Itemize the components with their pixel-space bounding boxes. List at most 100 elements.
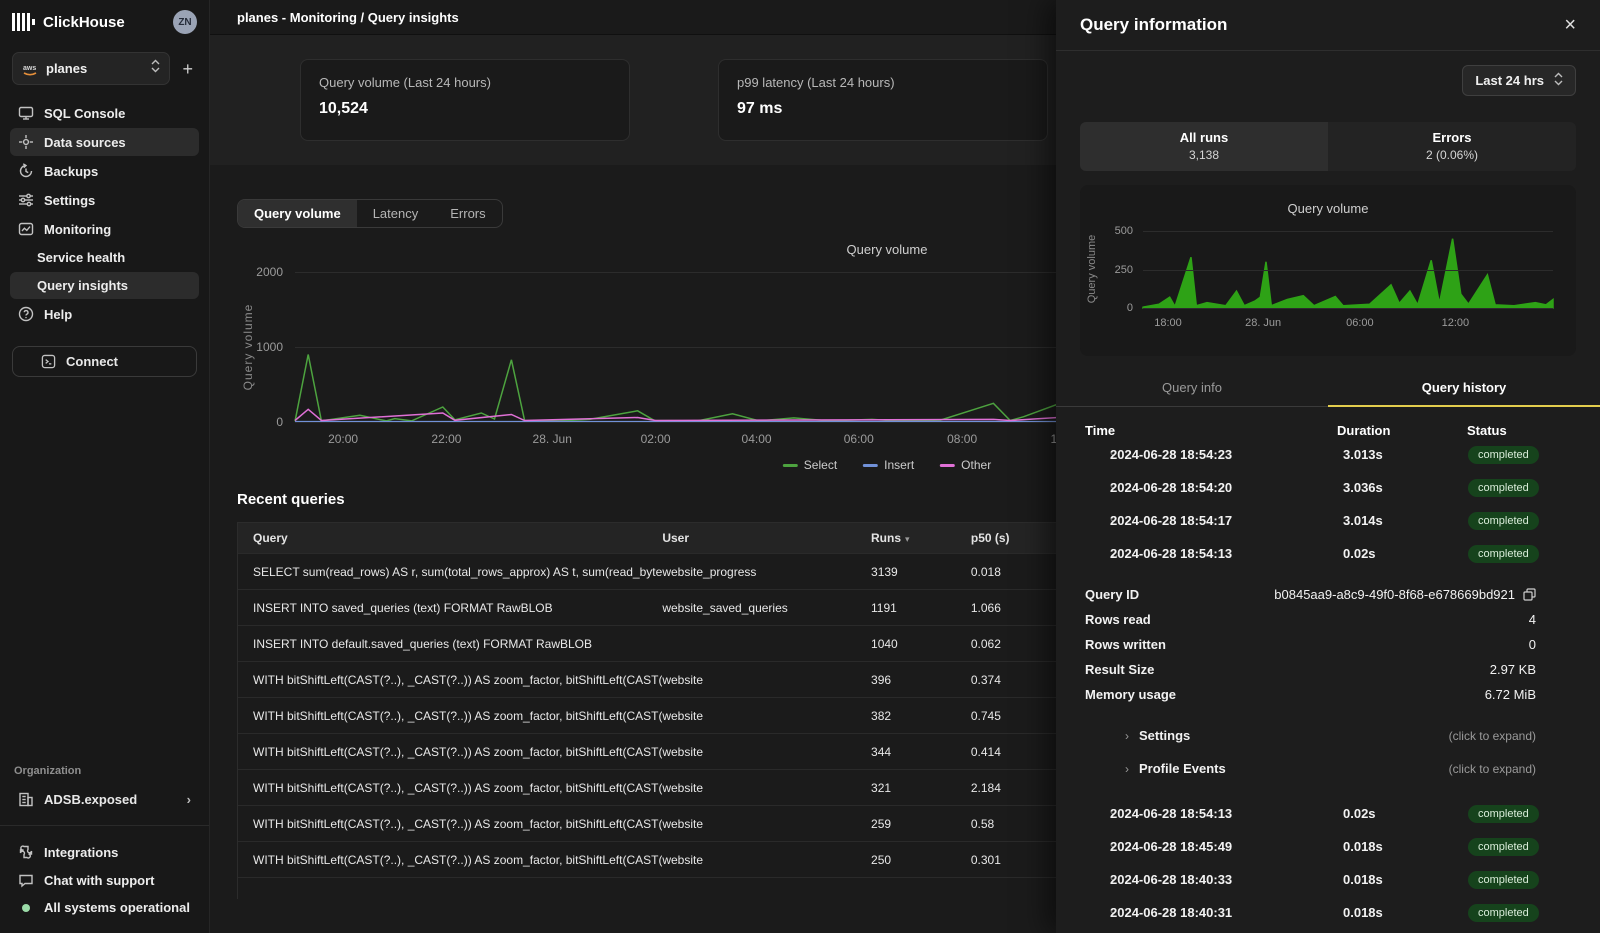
tab-query-volume[interactable]: Query volume	[238, 200, 357, 227]
system-status-link[interactable]: All systems operational	[10, 894, 199, 921]
sidebar-item-service-health[interactable]: Service health	[10, 244, 199, 271]
chat-icon	[18, 872, 34, 888]
history-row[interactable]: › 2024-06-28 18:54:13 0.02s completed	[1080, 797, 1576, 830]
tab-errors[interactable]: Errors 2 (0.06%)	[1328, 122, 1576, 171]
query-volume-chart: Query volume Query volume 01000200020:00…	[237, 236, 1056, 461]
chart-y-axis-label: Query volume	[241, 304, 255, 391]
divider	[0, 825, 209, 826]
chart-plot-area[interactable]: 025050018:0028. Jun06:0012:00	[1143, 231, 1553, 308]
sidebar-item-integrations[interactable]: Integrations	[10, 838, 199, 866]
history-row[interactable]: › 2024-06-28 18:54:23 3.013s completed	[1080, 438, 1576, 471]
close-icon[interactable]: ×	[1564, 15, 1576, 35]
history-row[interactable]: › 2024-06-28 18:54:20 3.036s completed	[1080, 471, 1576, 504]
sidebar-item-help[interactable]: Help	[10, 300, 199, 328]
sidebar-item-backups[interactable]: Backups	[10, 157, 199, 185]
history-row[interactable]: › 2024-06-28 18:40:33 0.018s completed	[1080, 863, 1576, 896]
profile-events-expander[interactable]: › Profile Events (click to expand)	[1080, 752, 1576, 785]
footer-item-label: Chat with support	[44, 873, 155, 888]
organization-name: ADSB.exposed	[44, 792, 137, 807]
status-badge: completed	[1468, 904, 1539, 922]
table-row[interactable]: WITH bitShiftLeft(CAST(?..), _CAST(?..))…	[238, 661, 1056, 697]
table-row[interactable]: WITH bitShiftLeft(CAST(?..), _CAST(?..))…	[238, 769, 1056, 805]
svg-text:aws: aws	[23, 65, 36, 72]
sidebar-item-label: Data sources	[44, 135, 126, 150]
sidebar-item-sql-console[interactable]: SQL Console	[10, 99, 199, 127]
table-row[interactable]: SELECT sum(read_rows) AS r, sum(total_ro…	[238, 553, 1056, 589]
sidebar-item-label: Monitoring	[44, 222, 111, 237]
backups-icon	[18, 163, 34, 179]
recent-queries-table: Query User Runs▾ p50 (s) SELECT sum(read…	[237, 522, 1056, 899]
monitoring-icon	[18, 221, 34, 237]
workspace-selector[interactable]: aws planes	[12, 52, 170, 85]
table-row[interactable]: WITH bitShiftLeft(CAST(?..), _CAST(?..))…	[238, 733, 1056, 769]
history-row[interactable]: › 2024-06-28 18:54:17 3.014s completed	[1080, 504, 1576, 537]
sidebar-item-label: Settings	[44, 193, 95, 208]
legend-item-select[interactable]: Select	[783, 458, 837, 472]
chevron-right-icon: ›	[1080, 873, 1110, 887]
tab-query-info[interactable]: Query info	[1056, 372, 1328, 407]
table-row[interactable]: INSERT INTO default.saved_queries (text)…	[238, 625, 1056, 661]
stats-strip: Query volume (Last 24 hours) 10,524 p99 …	[210, 35, 1056, 165]
table-row[interactable]: WITH bitShiftLeft(CAST(?..), _CAST(?..))…	[238, 841, 1056, 877]
tab-query-history[interactable]: Query history	[1328, 372, 1600, 407]
copy-icon[interactable]	[1523, 588, 1536, 601]
avatar[interactable]: ZN	[173, 10, 197, 34]
time-range-select[interactable]: Last 24 hrs	[1462, 65, 1576, 96]
stat-label: p99 latency (Last 24 hours)	[737, 75, 1029, 90]
history-row[interactable]: › 2024-06-28 18:40:31 0.018s completed	[1080, 896, 1576, 929]
organization-switcher[interactable]: ADSB.exposed ›	[10, 785, 199, 813]
sidebar-nav: SQL Console Data sources Backups Setting…	[10, 99, 199, 328]
sidebar-item-settings[interactable]: Settings	[10, 186, 199, 214]
help-icon	[18, 306, 34, 322]
legend-swatch	[940, 464, 955, 467]
history-row[interactable]: › 2024-06-28 18:45:49 0.018s completed	[1080, 830, 1576, 863]
legend-item-other[interactable]: Other	[940, 458, 991, 472]
legend-item-insert[interactable]: Insert	[863, 458, 914, 472]
footer-item-label: Integrations	[44, 845, 118, 860]
status-badge: completed	[1468, 512, 1539, 530]
status-badge: completed	[1468, 838, 1539, 856]
chevron-right-icon: ›	[1080, 906, 1110, 920]
sidebar-item-query-insights[interactable]: Query insights	[10, 272, 199, 299]
chevron-down-icon: ⌄	[1080, 547, 1110, 561]
tab-latency[interactable]: Latency	[357, 200, 435, 227]
sidebar-item-label: Service health	[37, 250, 125, 265]
drawer-header: Query information ×	[1056, 0, 1600, 51]
column-header-user: User	[662, 531, 871, 545]
chart-plot-area[interactable]: 01000200020:0022:0028. Jun02:0004:0006:0…	[295, 272, 1056, 422]
chevron-right-icon: ›	[1125, 762, 1129, 776]
status-badge: completed	[1468, 871, 1539, 889]
aws-icon: aws	[22, 61, 38, 77]
table-row[interactable]	[238, 877, 1056, 899]
add-service-button[interactable]: +	[178, 58, 197, 80]
settings-icon	[18, 192, 34, 208]
table-header-row: Query User Runs▾ p50 (s)	[238, 523, 1056, 553]
settings-expander[interactable]: › Settings (click to expand)	[1080, 719, 1576, 752]
sidebar-item-data-sources[interactable]: Data sources	[10, 128, 199, 156]
table-row[interactable]: WITH bitShiftLeft(CAST(?..), _CAST(?..))…	[238, 697, 1056, 733]
detail-row-rows-read: Rows read 4	[1080, 607, 1576, 632]
tab-errors[interactable]: Errors	[434, 200, 501, 227]
table-row[interactable]: WITH bitShiftLeft(CAST(?..), _CAST(?..))…	[238, 805, 1056, 841]
history-row-expanded[interactable]: ⌄ 2024-06-28 18:54:13 0.02s completed	[1080, 537, 1576, 570]
main-content: planes - Monitoring / Query insights Que…	[210, 0, 1056, 933]
sql-console-icon	[18, 105, 34, 121]
sidebar-item-chat-support[interactable]: Chat with support	[10, 866, 199, 894]
history-header-row: Time Duration Status	[1080, 423, 1576, 438]
stat-label: Query volume (Last 24 hours)	[319, 75, 611, 90]
table-row[interactable]: INSERT INTO saved_queries (text) FORMAT …	[238, 589, 1056, 625]
tab-all-runs[interactable]: All runs 3,138	[1080, 122, 1328, 171]
connect-button[interactable]: Connect	[12, 346, 197, 377]
integrations-icon	[18, 844, 34, 860]
mini-query-volume-chart: Query volume Query volume 025050018:0028…	[1080, 185, 1576, 356]
info-tab-group: Query info Query history	[1056, 372, 1600, 407]
summary-tab-group: All runs 3,138 Errors 2 (0.06%)	[1080, 122, 1576, 171]
app-root: ClickHouse ZN aws planes + SQL Console	[0, 0, 1600, 933]
status-badge: completed	[1468, 479, 1539, 497]
logo-row: ClickHouse ZN	[10, 0, 199, 42]
column-header-runs[interactable]: Runs▾	[871, 531, 971, 545]
updown-chevron-icon	[1554, 72, 1563, 89]
organization-icon	[18, 791, 34, 807]
chevron-right-icon: ›	[1080, 807, 1110, 821]
sidebar-item-monitoring[interactable]: Monitoring	[10, 215, 199, 243]
